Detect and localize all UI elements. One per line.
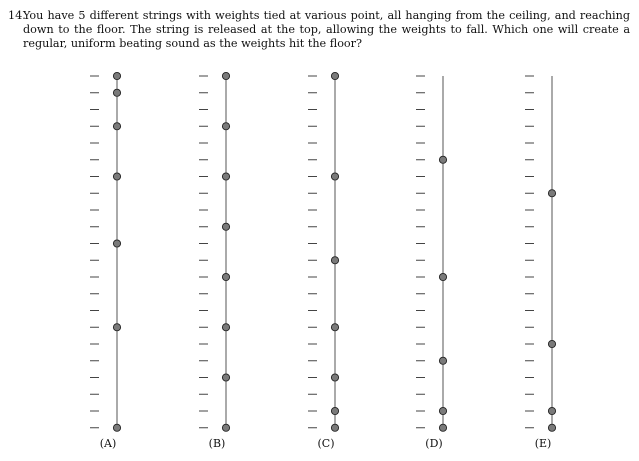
weight-dot [112,423,122,432]
string-option-d: (D) [416,75,448,450]
weight-dot [112,323,122,332]
weight-dot [221,423,231,432]
weight-dot [547,339,557,349]
weight-dot [547,423,557,432]
weight-dot [330,373,340,382]
weight-dot [547,406,557,416]
weight-dot [547,189,557,198]
weight-dot [438,356,448,365]
option-label: (B) [209,437,226,450]
weight-dot [330,256,340,265]
weight-dot [330,423,340,432]
weight-dot [221,122,231,131]
weight-dot [330,71,340,81]
weight-dot [330,323,340,332]
weight-dot [112,172,122,181]
weight-dot [221,71,231,81]
weight-dot [330,172,340,181]
weight-dot [438,155,448,164]
weight-dot [221,323,231,332]
weight-dot [221,172,231,181]
string-option-a: (A) [90,71,122,450]
question-number: 14. [8,9,26,22]
weight-dot [112,88,122,97]
question-body: You have 5 different strings with weight… [23,9,630,50]
weight-dot [438,272,448,282]
weight-dot [330,406,340,416]
option-label: (D) [425,437,442,450]
option-label: (E) [535,437,552,450]
option-label: (C) [318,437,335,450]
weight-dot [112,71,122,81]
weight-dot [221,222,231,231]
string-option-c: (C) [308,71,340,450]
weight-dot [438,423,448,432]
string-option-b: (B) [199,71,231,450]
option-label: (A) [100,437,117,450]
question-text: 14.You have 5 different strings with wei… [8,9,630,51]
weight-dot [112,239,122,248]
weight-dot [112,122,122,131]
string-option-e: (E) [525,75,557,450]
weight-dot [438,406,448,416]
weight-dot [221,272,231,282]
weight-dot [221,373,231,382]
